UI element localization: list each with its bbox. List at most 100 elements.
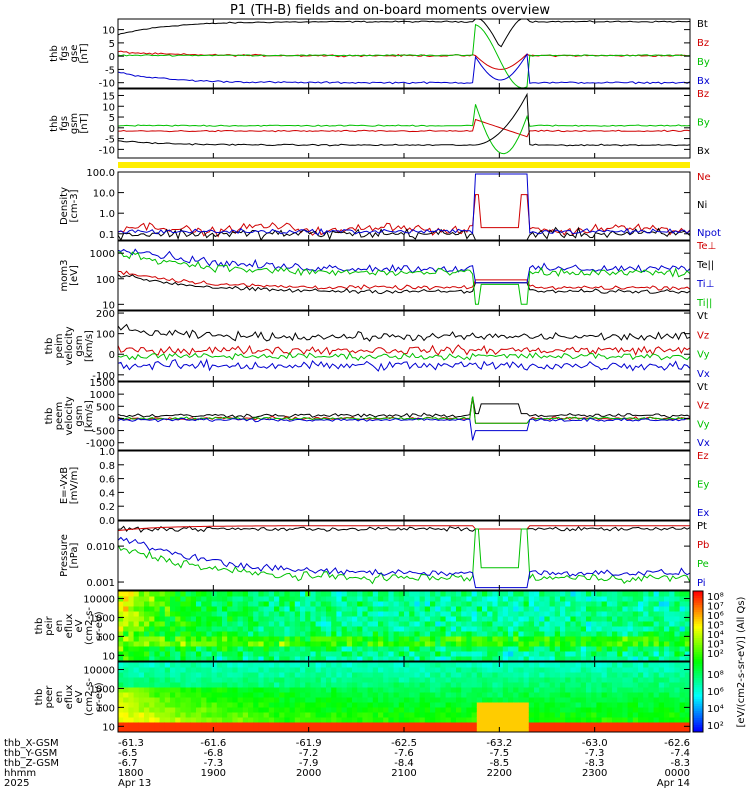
spec-cell [263,677,270,683]
spec-cell [643,672,649,678]
spec-cell [617,656,623,662]
spec-cell [523,717,530,723]
spec-cell [606,697,613,703]
spec-cell [591,702,597,708]
spec-cell [554,667,561,673]
spec-cell [586,611,592,617]
spec-cell [601,621,608,627]
spec-cell [331,616,337,622]
spec-cell [388,697,395,703]
spec-cell [596,667,603,673]
spec-cell [310,717,317,723]
spec-cell [336,682,343,688]
spec-cell [627,707,634,713]
spec-cell [331,672,337,678]
spec-cell [388,601,395,607]
spec-cell [456,616,462,622]
spec-cell [674,631,681,637]
spec-cell [190,717,197,723]
spec-cell [242,692,249,698]
legend-temperature-Ti||: Ti|| [696,298,712,309]
spec-cell [591,662,597,668]
spec-cell [190,656,197,662]
spec-cell [430,626,436,632]
ylabel-pressure-1: [nPa] [69,542,80,568]
spec-cell [216,687,223,693]
spec-cell [315,692,322,698]
spec-cell [383,636,389,642]
spec-cell [575,611,582,617]
spec-cell [508,707,514,713]
spec-cell [180,656,187,662]
spec-cell [554,722,561,728]
spec-cell [362,702,369,708]
spec-cell [508,697,514,703]
xaxis-value-0-6: -62.6 [664,738,690,749]
spec-cell [237,697,244,703]
spec-cell [315,601,322,607]
spec-cell [305,606,311,612]
spec-cell [144,722,150,728]
spec-cell [518,591,525,597]
spec-cell [378,651,384,657]
spec-cell [674,626,681,632]
spec-cell [456,601,462,607]
spec-cell [435,631,441,637]
colorbar-tick-upper: 10⁸ [707,592,724,603]
spec-cell [601,616,608,622]
spec-cell [341,662,348,668]
spec-cell [617,667,623,673]
spec-cell [294,606,301,612]
spec-cell [570,621,577,627]
spec-cell [237,692,244,698]
spec-cell [471,656,478,662]
colorbar-cell [693,706,703,709]
spec-cell [367,611,374,617]
spec-cell [554,727,561,733]
spec-cell [435,596,441,602]
spec-cell [518,646,525,652]
spec-cell [211,722,218,728]
spec-cell [684,672,691,678]
spec-cell [326,616,332,622]
colorbar-cell [693,623,703,627]
panel-peer_spec: thb peer en eflux eV (cm2-s-sr-eV)10000100010… [34,661,691,733]
series-temperature-Ti⊥ [117,248,691,284]
spec-cell [164,682,171,688]
spec-cell [580,667,587,673]
spec-cell [336,616,343,622]
spec-cell [534,722,540,728]
spec-cell [289,631,296,637]
spec-cell [669,656,675,662]
series-fgs_gsm-Bx [117,92,691,147]
spec-cell [196,596,202,602]
spec-cell [643,591,649,597]
spec-cell [580,687,587,693]
spec-cell [154,692,161,698]
spec-cell [518,717,525,723]
spec-cell [232,596,239,602]
spec-cell [357,591,363,597]
spec-cell [591,687,597,693]
spec-cell [190,662,197,668]
spec-cell [388,621,395,627]
spec-cell [279,687,285,693]
spec-cell [601,712,608,718]
spec-cell [534,692,540,698]
spec-cell [591,636,597,642]
spec-cell [445,621,452,627]
spec-cell [466,651,473,657]
spec-cell [206,651,213,657]
spec-cell [227,677,233,683]
spec-cell [638,606,644,612]
spec-cell [586,682,592,688]
spec-cell [419,596,426,602]
spec-cell [476,692,483,698]
spec-cell [466,616,473,622]
spec-cell [263,727,270,733]
spec-cell [331,697,337,703]
spec-cell [508,687,514,693]
spec-cell [320,717,327,723]
spec-cell [341,626,348,632]
spec-cell [606,636,613,642]
